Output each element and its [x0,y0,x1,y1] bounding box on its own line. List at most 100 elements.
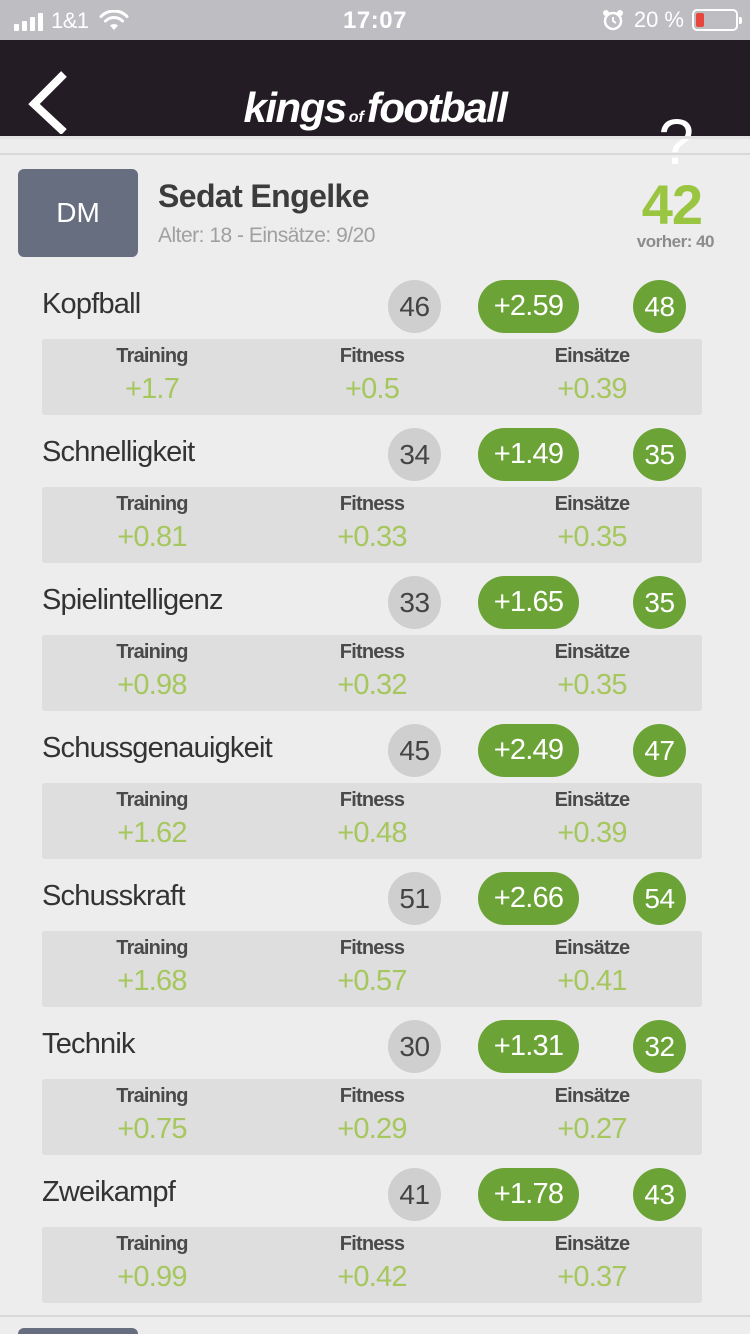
training-label: Training [116,937,188,959]
gain-pill: +1.78 [478,1168,579,1221]
fitness-column: Fitness +0.48 [282,783,462,859]
card-divider [0,153,750,155]
fitness-column: Fitness +0.32 [282,635,462,711]
app-logo: kings offootball [0,84,750,132]
wifi-icon [99,10,129,30]
cellular-signal-icon [14,11,43,31]
training-label: Training [116,641,188,663]
new-value-badge: 32 [633,1020,686,1073]
training-value: +1.62 [117,817,187,849]
fitness-value: +0.48 [337,817,407,849]
gain-pill: +1.65 [478,576,579,629]
training-column: Training +0.75 [62,1079,242,1155]
attribute-name: Schnelligkeit [42,436,195,468]
status-bar: 1&1 17:07 20 % [0,0,750,40]
help-button[interactable]: ? [658,106,694,178]
fitness-label: Fitness [339,345,405,367]
next-position-badge [18,1328,138,1334]
training-column: Training +0.99 [62,1227,242,1303]
einsaetze-value: +0.41 [557,965,627,997]
fitness-column: Fitness +0.57 [282,931,462,1007]
fitness-value: +0.29 [337,1113,407,1145]
current-value-badge: 34 [388,428,441,481]
player-name: Sedat Engelke [158,178,370,214]
card-divider-bottom [0,1315,750,1317]
logo-football: football [366,84,508,131]
alarm-icon [602,10,623,31]
einsaetze-value: +0.39 [557,817,627,849]
attribute-name: Schussgenauigkeit [42,732,273,764]
attribute-name: Schusskraft [42,880,186,912]
fitness-label: Fitness [339,641,405,663]
fitness-label: Fitness [339,1233,405,1255]
attribute-name: Technik [42,1028,136,1060]
einsaetze-column: Einsätze +0.41 [502,931,682,1007]
einsaetze-label: Einsätze [554,1085,631,1107]
training-column: Training +1.62 [62,783,242,859]
fitness-column: Fitness +0.29 [282,1079,462,1155]
training-column: Training +0.81 [62,487,242,563]
gain-pill: +2.49 [478,724,579,777]
einsaetze-column: Einsätze +0.37 [502,1227,682,1303]
new-value-badge: 35 [633,576,686,629]
current-value-badge: 46 [388,280,441,333]
logo-kings: kings [243,84,348,131]
status-right: 20 % [602,7,742,33]
position-badge: DM [18,169,138,257]
fitness-value: +0.42 [337,1261,407,1293]
chevron-left-icon [28,71,67,135]
einsaetze-column: Einsätze +0.39 [502,339,682,415]
header-divider [0,136,750,139]
training-value: +0.98 [117,669,187,701]
previous-rating: vorher: 40 [636,232,715,251]
attribute-detail-box: Training +0.75 Fitness +0.29 Einsätze +0.27 [42,1079,702,1155]
training-label: Training [116,1085,188,1107]
fitness-label: Fitness [339,789,405,811]
current-value-badge: 51 [388,872,441,925]
carrier-name: 1&1 [51,8,89,33]
current-value-badge: 30 [388,1020,441,1073]
attribute-name: Spielintelligenz [42,584,223,616]
fitness-column: Fitness +0.42 [282,1227,462,1303]
new-value-badge: 43 [633,1168,686,1221]
current-value-badge: 33 [388,576,441,629]
training-value: +1.7 [124,373,180,405]
fitness-label: Fitness [339,937,405,959]
einsaetze-label: Einsätze [554,1233,631,1255]
battery-percent: 20 % [633,7,684,32]
fitness-value: +0.32 [337,669,407,701]
einsaetze-value: +0.39 [557,373,627,405]
current-value-badge: 45 [388,724,441,777]
gain-pill: +2.59 [478,280,579,333]
attribute-detail-box: Training +1.62 Fitness +0.48 Einsätze +0.39 [42,783,702,859]
back-button[interactable] [24,70,74,135]
training-value: +1.68 [117,965,187,997]
fitness-label: Fitness [339,1085,405,1107]
fitness-value: +0.33 [337,521,407,553]
player-meta: Alter: 18 - Einsätze: 9/20 [158,224,375,247]
einsaetze-label: Einsätze [554,789,631,811]
training-label: Training [116,493,188,515]
battery-icon [692,9,742,31]
new-value-badge: 47 [633,724,686,777]
clock: 17:07 [343,7,407,34]
einsaetze-label: Einsätze [554,493,631,515]
current-value-badge: 41 [388,1168,441,1221]
attribute-detail-box: Training +0.81 Fitness +0.33 Einsätze +0.35 [42,487,702,563]
training-label: Training [116,345,188,367]
fitness-value: +0.57 [337,965,407,997]
training-column: Training +1.7 [62,339,242,415]
fitness-column: Fitness +0.5 [282,339,462,415]
training-value: +0.99 [117,1261,187,1293]
training-value: +0.81 [117,521,187,553]
attribute-name: Zweikampf [42,1176,176,1208]
status-left: 1&1 [14,8,129,34]
training-column: Training +1.68 [62,931,242,1007]
einsaetze-label: Einsätze [554,641,631,663]
einsaetze-label: Einsätze [554,345,631,367]
new-value-badge: 54 [633,872,686,925]
einsaetze-value: +0.35 [557,521,627,553]
einsaetze-column: Einsätze +0.35 [502,487,682,563]
player-rating: 42 [641,173,703,236]
einsaetze-value: +0.35 [557,669,627,701]
